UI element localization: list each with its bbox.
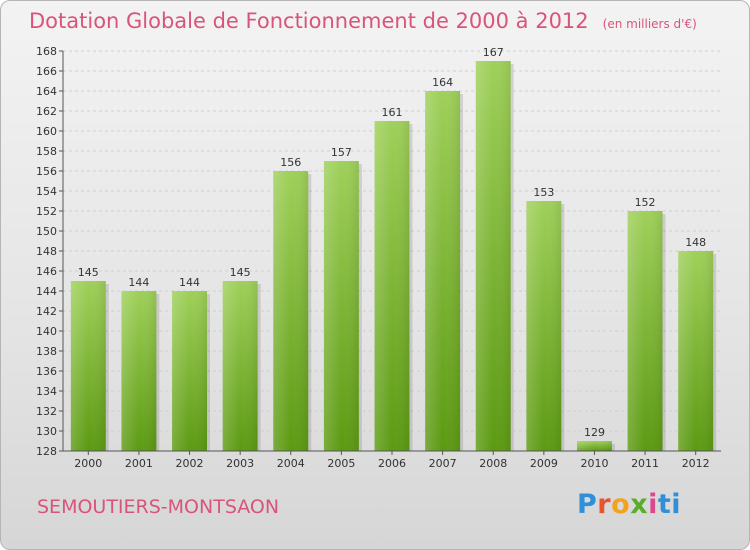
x-tick-label: 2012 bbox=[682, 457, 710, 470]
bar-value-label: 152 bbox=[635, 196, 656, 209]
x-tick-label: 2004 bbox=[277, 457, 305, 470]
bar-value-label: 156 bbox=[280, 156, 301, 169]
y-tick-label: 128 bbox=[36, 445, 57, 458]
bar-highlight bbox=[70, 281, 106, 451]
bar-value-label: 145 bbox=[78, 266, 99, 279]
bar-highlight bbox=[678, 251, 714, 451]
chart-title-text: Dotation Globale de Fonctionnement de 20… bbox=[29, 9, 589, 33]
y-tick-label: 162 bbox=[36, 105, 57, 118]
y-tick-label: 158 bbox=[36, 145, 57, 158]
chart-subtitle: (en milliers d'€) bbox=[602, 17, 697, 31]
x-tick-label: 2006 bbox=[378, 457, 406, 470]
y-tick-label: 156 bbox=[36, 165, 57, 178]
y-tick-label: 138 bbox=[36, 345, 57, 358]
bar-highlight bbox=[273, 171, 309, 451]
proxiti-logo: Proxiti bbox=[577, 489, 682, 520]
y-tick-label: 134 bbox=[36, 385, 57, 398]
x-tick-label: 2011 bbox=[631, 457, 659, 470]
bar-layer: 145 144 144 145 156 157 161 164 167 153 129 152 148 bbox=[70, 46, 717, 451]
y-tick-label: 150 bbox=[36, 225, 57, 238]
y-tick-label: 144 bbox=[36, 285, 57, 298]
commune-name: SEMOUTIERS-MONTSAON bbox=[37, 496, 280, 518]
y-tick-label: 154 bbox=[36, 185, 57, 198]
x-tick-label: 2007 bbox=[429, 457, 457, 470]
bar-highlight bbox=[475, 61, 511, 451]
x-tick-label: 2010 bbox=[580, 457, 608, 470]
x-tick-label: 2002 bbox=[176, 457, 204, 470]
bar-highlight bbox=[526, 201, 562, 451]
x-tick-label: 2005 bbox=[327, 457, 355, 470]
bar-highlight bbox=[222, 281, 258, 451]
bar-value-label: 164 bbox=[432, 76, 453, 89]
axis-layer: 1281301321341361381401421441461481501521… bbox=[36, 45, 721, 470]
bar-highlight bbox=[323, 161, 359, 451]
y-tick-label: 160 bbox=[36, 125, 57, 138]
x-tick-label: 2008 bbox=[479, 457, 507, 470]
bar-value-label: 144 bbox=[179, 276, 200, 289]
chart-title: Dotation Globale de Fonctionnement de 20… bbox=[29, 9, 697, 33]
y-tick-label: 132 bbox=[36, 405, 57, 418]
bar-value-label: 161 bbox=[382, 106, 403, 119]
bar-value-label: 153 bbox=[533, 186, 554, 199]
bar-value-label: 145 bbox=[230, 266, 251, 279]
y-tick-label: 146 bbox=[36, 265, 57, 278]
bar-value-label: 129 bbox=[584, 426, 605, 439]
y-tick-label: 140 bbox=[36, 325, 57, 338]
x-tick-label: 2001 bbox=[125, 457, 153, 470]
y-tick-label: 136 bbox=[36, 365, 57, 378]
bar-value-label: 144 bbox=[128, 276, 149, 289]
x-tick-label: 2009 bbox=[530, 457, 558, 470]
bar-highlight bbox=[172, 291, 208, 451]
x-tick-label: 2000 bbox=[74, 457, 102, 470]
bar-value-label: 148 bbox=[685, 236, 706, 249]
bar-highlight bbox=[627, 211, 663, 451]
y-tick-label: 142 bbox=[36, 305, 57, 318]
bar-highlight bbox=[576, 441, 612, 451]
y-tick-label: 168 bbox=[36, 45, 57, 58]
bar-highlight bbox=[374, 121, 410, 451]
bar-highlight bbox=[425, 91, 461, 451]
bar-highlight bbox=[121, 291, 157, 451]
x-tick-label: 2003 bbox=[226, 457, 254, 470]
y-tick-label: 164 bbox=[36, 85, 57, 98]
y-tick-label: 130 bbox=[36, 425, 57, 438]
y-tick-label: 148 bbox=[36, 245, 57, 258]
bar-value-label: 167 bbox=[483, 46, 504, 59]
y-tick-label: 166 bbox=[36, 65, 57, 78]
y-tick-label: 152 bbox=[36, 205, 57, 218]
bar-value-label: 157 bbox=[331, 146, 352, 159]
